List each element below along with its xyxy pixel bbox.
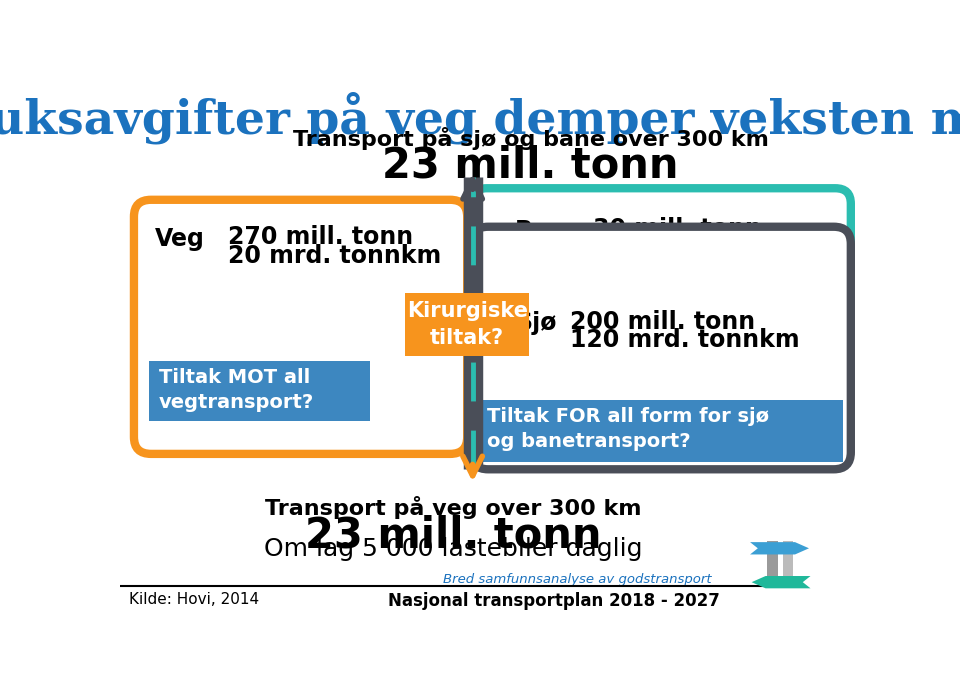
Text: Transport på veg over 300 km: Transport på veg over 300 km bbox=[265, 496, 641, 519]
Text: 23 mill. tonn: 23 mill. tonn bbox=[305, 515, 602, 557]
Text: Veg: Veg bbox=[155, 227, 204, 251]
Text: 30 mill. tonn: 30 mill. tonn bbox=[592, 217, 761, 242]
Polygon shape bbox=[750, 542, 809, 555]
FancyBboxPatch shape bbox=[471, 188, 851, 287]
Bar bbox=[479, 400, 843, 461]
Text: 270 mill. tonn: 270 mill. tonn bbox=[228, 226, 414, 249]
Text: 4 mrd. tonnkm: 4 mrd. tonnkm bbox=[592, 236, 789, 260]
FancyBboxPatch shape bbox=[134, 200, 468, 454]
FancyBboxPatch shape bbox=[471, 227, 851, 469]
Polygon shape bbox=[752, 576, 810, 588]
Text: Transport på sjø og bane over 300 km: Transport på sjø og bane over 300 km bbox=[293, 127, 769, 150]
Bar bbox=[405, 293, 529, 356]
Text: Kirurgiske
tiltak?: Kirurgiske tiltak? bbox=[407, 301, 528, 348]
Text: 200 mill. tonn: 200 mill. tonn bbox=[569, 310, 755, 334]
Text: Sjø: Sjø bbox=[516, 311, 557, 335]
Text: Nasjonal transportplan 2018 - 2027: Nasjonal transportplan 2018 - 2027 bbox=[388, 592, 720, 610]
Text: Tiltak FOR all form for sjø
og banetransport?: Tiltak FOR all form for sjø og banetrans… bbox=[488, 407, 770, 451]
Text: Bane: Bane bbox=[516, 219, 582, 243]
Text: 23 mill. tonn: 23 mill. tonn bbox=[382, 144, 679, 187]
Text: 120 mrd. tonnkm: 120 mrd. tonnkm bbox=[569, 329, 799, 352]
Text: Kilde: Hovi, 2014: Kilde: Hovi, 2014 bbox=[130, 592, 259, 608]
Bar bbox=[767, 541, 778, 587]
Bar bbox=[782, 541, 794, 587]
Text: Bred samfunnsanalyse av godstransport: Bred samfunnsanalyse av godstransport bbox=[443, 574, 711, 586]
Text: 20 mrd. tonnkm: 20 mrd. tonnkm bbox=[228, 244, 442, 268]
Text: Bruksavgifter på veg demper veksten mest: Bruksavgifter på veg demper veksten mest bbox=[0, 92, 960, 145]
Text: Om lag 5 000 lastebiler daglig: Om lag 5 000 lastebiler daglig bbox=[264, 537, 642, 561]
Text: Tiltak MOT all
vegtransport?: Tiltak MOT all vegtransport? bbox=[158, 368, 314, 412]
Bar bbox=[150, 361, 371, 421]
